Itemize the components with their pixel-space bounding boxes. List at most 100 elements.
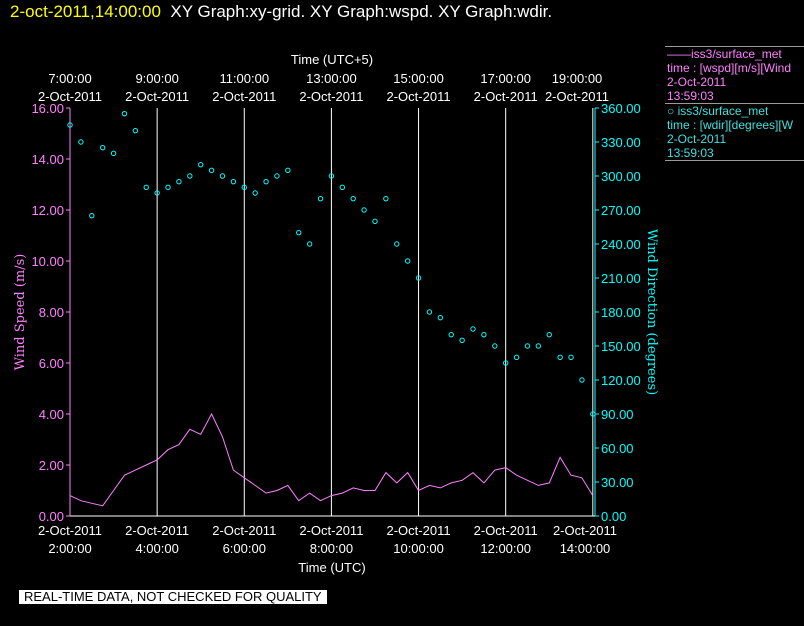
bottom-tick-date: 2-Oct-2011 <box>212 523 276 538</box>
wdir-point <box>78 139 84 145</box>
wspd-series-line <box>69 412 594 507</box>
bottom-tick-date: 2-Oct-2011 <box>474 523 538 538</box>
wdir-point <box>285 167 291 174</box>
wdir-point <box>306 241 313 247</box>
wdir-point <box>404 258 411 264</box>
top-tick-date: 2-Oct-2011 <box>125 89 189 104</box>
right-tick-label: 210.00 <box>601 271 641 286</box>
wdir-point <box>252 190 258 196</box>
wdir-point <box>590 411 596 417</box>
right-tick-label: 240.00 <box>601 237 641 252</box>
legend-wdir-line1: ○ iss3/surface_met <box>667 104 769 118</box>
bottom-tick-time: 2:00:00 <box>48 541 91 556</box>
wdir-point <box>535 343 542 349</box>
top-tick-time: 7:00:00 <box>48 71 91 86</box>
top-x-ticks: 7:00:00 2-Oct-2011 9:00:00 2-Oct-2011 11:00:… <box>38 71 609 104</box>
top-tick-date: 2-Oct-2011 <box>545 89 609 104</box>
wdir-point <box>110 150 117 157</box>
wdir-point <box>154 190 160 196</box>
left-tick-label: 2.00 <box>39 458 64 473</box>
right-tick-label: 360.00 <box>601 101 641 116</box>
wdir-point <box>492 343 498 349</box>
wdir-point <box>328 173 335 179</box>
wdir-point <box>208 167 215 174</box>
wdir-point <box>89 212 95 219</box>
wdir-point <box>219 173 226 179</box>
bottom-tick-time: 8:00:00 <box>310 541 353 556</box>
wdir-point <box>459 337 465 344</box>
left-y-ticks: 0.00 2.00 4.00 6.00 8.00 10.00 12.00 14.00 16.00 <box>31 101 70 524</box>
wdir-point <box>394 241 400 247</box>
right-tick-label: 180.00 <box>601 305 641 320</box>
right-tick-label: 270.00 <box>601 203 641 218</box>
x-axis-label-top: Time (UTC+5) <box>291 52 373 67</box>
top-tick-date: 2-Oct-2011 <box>474 89 538 104</box>
bottom-tick-time: 12:00:00 <box>480 541 531 556</box>
wdir-point <box>426 309 433 315</box>
left-tick-label: 12.00 <box>31 203 64 218</box>
bottom-tick-time: 14:00:00 <box>560 541 611 556</box>
wdir-point <box>502 360 509 366</box>
right-tick-label: 300.00 <box>601 169 641 184</box>
left-tick-label: 14.00 <box>31 152 64 167</box>
left-tick-label: 10.00 <box>31 254 64 269</box>
legend-wspd-line3: 2-Oct-2011 <box>667 75 727 89</box>
top-tick-time: 19:00:00 <box>552 71 603 86</box>
legend-wdir-line4: 13:59:03 <box>667 146 714 160</box>
wdir-point <box>546 331 552 338</box>
wdir-point <box>274 173 280 179</box>
wdir-point <box>67 122 73 128</box>
bottom-tick-date: 2-Oct-2011 <box>387 523 451 538</box>
bottom-tick-time: 10:00:00 <box>393 541 444 556</box>
top-tick-date: 2-Oct-2011 <box>38 89 102 104</box>
legend-wdir-line2: time : [wdir][degrees][W <box>667 118 794 132</box>
top-tick-time: 13:00:00 <box>306 71 357 86</box>
legend-entry-wdir: ○ iss3/surface_met time : [wdir][degrees… <box>665 104 804 160</box>
right-tick-label: 30.00 <box>601 475 634 490</box>
y-axis-label-right: Wind Direction (degrees) <box>644 229 659 395</box>
right-tick-label: 60.00 <box>601 441 634 456</box>
right-y-ticks: 0.00 30.00 60.00 90.00 120.00 150.00 180.00 210… <box>595 101 641 524</box>
left-tick-label: 0.00 <box>39 509 64 524</box>
wdir-point <box>361 207 367 213</box>
wdir-point <box>557 354 563 361</box>
left-tick-label: 6.00 <box>39 356 64 371</box>
top-tick-time: 11:00:00 <box>219 71 269 86</box>
wdir-point <box>296 229 302 236</box>
wdir-point <box>165 184 171 191</box>
bottom-tick-date: 2-Oct-2011 <box>125 523 189 538</box>
left-tick-label: 4.00 <box>39 407 64 422</box>
wdir-point <box>470 326 476 332</box>
wdir-point <box>241 184 247 191</box>
legend-wdir-line3: 2-Oct-2011 <box>667 132 727 146</box>
wdir-point <box>132 127 139 134</box>
wdir-point <box>513 354 520 361</box>
x-axis-label-bottom: Time (UTC) <box>298 560 365 575</box>
legend-entry-wspd: ——iss3/surface_met time : [wspd][m/s][Wi… <box>665 47 804 103</box>
legend: ——iss3/surface_met time : [wspd][m/s][Wi… <box>665 46 804 196</box>
quality-banner: REAL-TIME DATA, NOT CHECKED FOR QUALITY <box>19 590 327 604</box>
wdir-point <box>448 331 454 338</box>
graph-title: XY Graph:xy-grid. XY Graph:wspd. XY Grap… <box>170 2 553 21</box>
wdir-point <box>372 218 378 225</box>
bottom-tick-date: 2-Oct-2011 <box>553 523 617 538</box>
wdir-point <box>579 377 585 383</box>
wdir-point <box>198 161 204 168</box>
y-axis-label-left: Wind Speed (m/s) <box>13 254 28 371</box>
wdir-point <box>187 173 193 179</box>
legend-wspd-line1: ——iss3/surface_met <box>667 47 782 61</box>
timestamp-title: 2-oct-2011,14:00:00 <box>10 2 161 21</box>
wdir-point <box>524 343 531 349</box>
wdir-point <box>143 184 149 191</box>
left-tick-label: 16.00 <box>31 101 64 116</box>
vertical-grid <box>156 108 594 516</box>
top-tick-time: 9:00:00 <box>135 71 178 86</box>
wdir-point <box>99 144 106 151</box>
wdir-point <box>317 195 324 202</box>
wdir-point <box>383 195 389 202</box>
top-tick-date: 2-Oct-2011 <box>299 89 363 104</box>
wdir-point <box>415 275 422 281</box>
top-tick-time: 15:00:00 <box>393 71 444 86</box>
wdir-point <box>481 331 487 338</box>
